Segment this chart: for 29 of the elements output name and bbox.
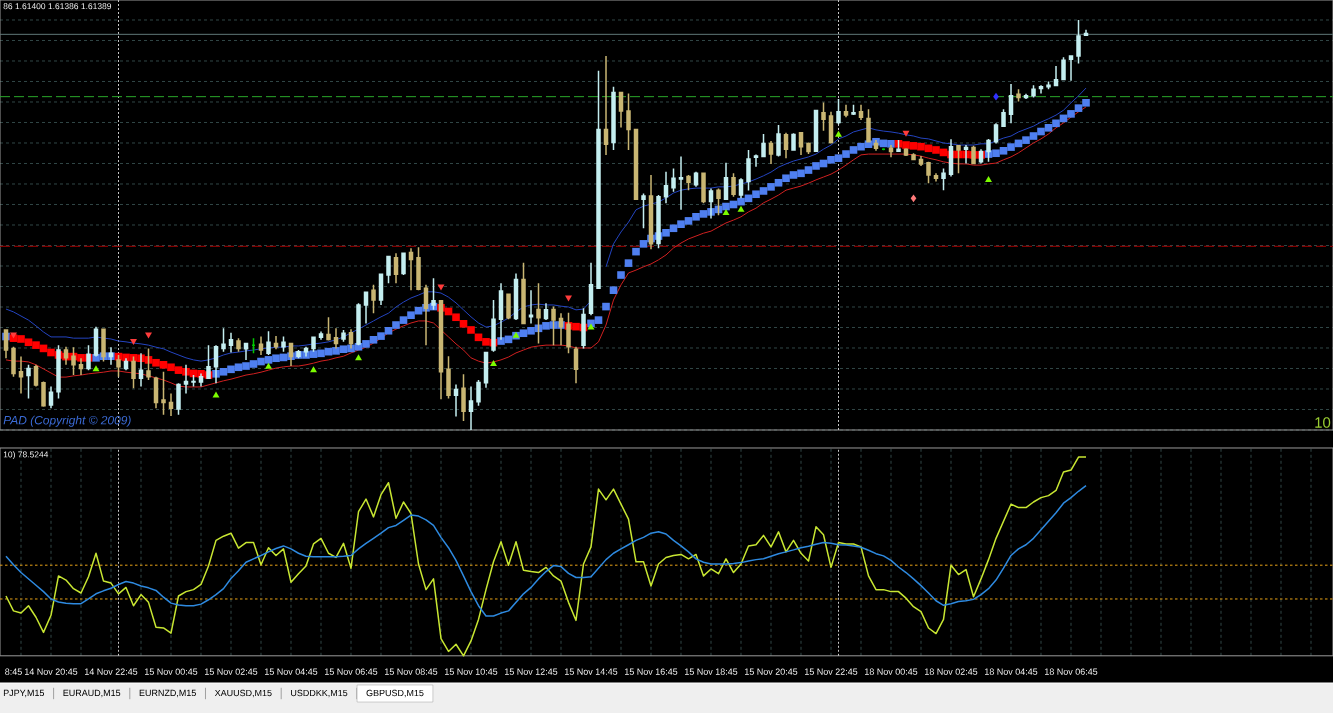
- x-tick-label: 15 Nov 00:45: [145, 668, 198, 675]
- x-tick-label: 15 Nov 02:45: [205, 668, 258, 675]
- x-tick-label: 15 Nov 04:45: [265, 668, 318, 675]
- x-tick-label: 15 Nov 16:45: [625, 668, 678, 675]
- text: EURNZD,M15: [139, 689, 196, 698]
- x-tick-label: 15 Nov 20:45: [745, 668, 798, 675]
- text: EURAUD,M15: [63, 689, 121, 698]
- text: XAUUSD,M15: [214, 689, 272, 698]
- x-tick-label: 18 Nov 04:45: [985, 668, 1038, 675]
- x-tick-label: 18 Nov 06:45: [1045, 668, 1098, 675]
- x-tick-label: 15 Nov 18:45: [685, 668, 738, 675]
- x-tick-label: 15 Nov 22:45: [805, 668, 858, 675]
- chart-title: 10) 78.5244: [3, 451, 49, 460]
- x-tick-label: 8:45: [5, 668, 22, 675]
- text: GBPUSD,M15: [366, 689, 424, 698]
- x-tick-label: 15 Nov 12:45: [505, 668, 558, 675]
- x-tick-label: 18 Nov 02:45: [925, 668, 978, 675]
- x-tick-label: 15 Nov 14:45: [565, 668, 618, 675]
- text: 10: [1315, 417, 1331, 428]
- text: PJPY,M15: [3, 689, 45, 698]
- chart-title: 86 1.61400 1.61386 1.61389: [3, 3, 112, 10]
- annotation: PAD (Copyright © 2009): [3, 415, 131, 427]
- x-tick-label: 18 Nov 00:45: [865, 668, 918, 675]
- text: USDDKK,M15: [291, 689, 348, 698]
- x-tick-label: 15 Nov 06:45: [325, 668, 378, 675]
- x-tick-label: 14 Nov 22:45: [85, 668, 138, 675]
- x-tick-label: 15 Nov 08:45: [385, 668, 438, 675]
- x-tick-label: 14 Nov 20:45: [25, 668, 78, 675]
- x-tick-label: 15 Nov 10:45: [445, 668, 498, 675]
